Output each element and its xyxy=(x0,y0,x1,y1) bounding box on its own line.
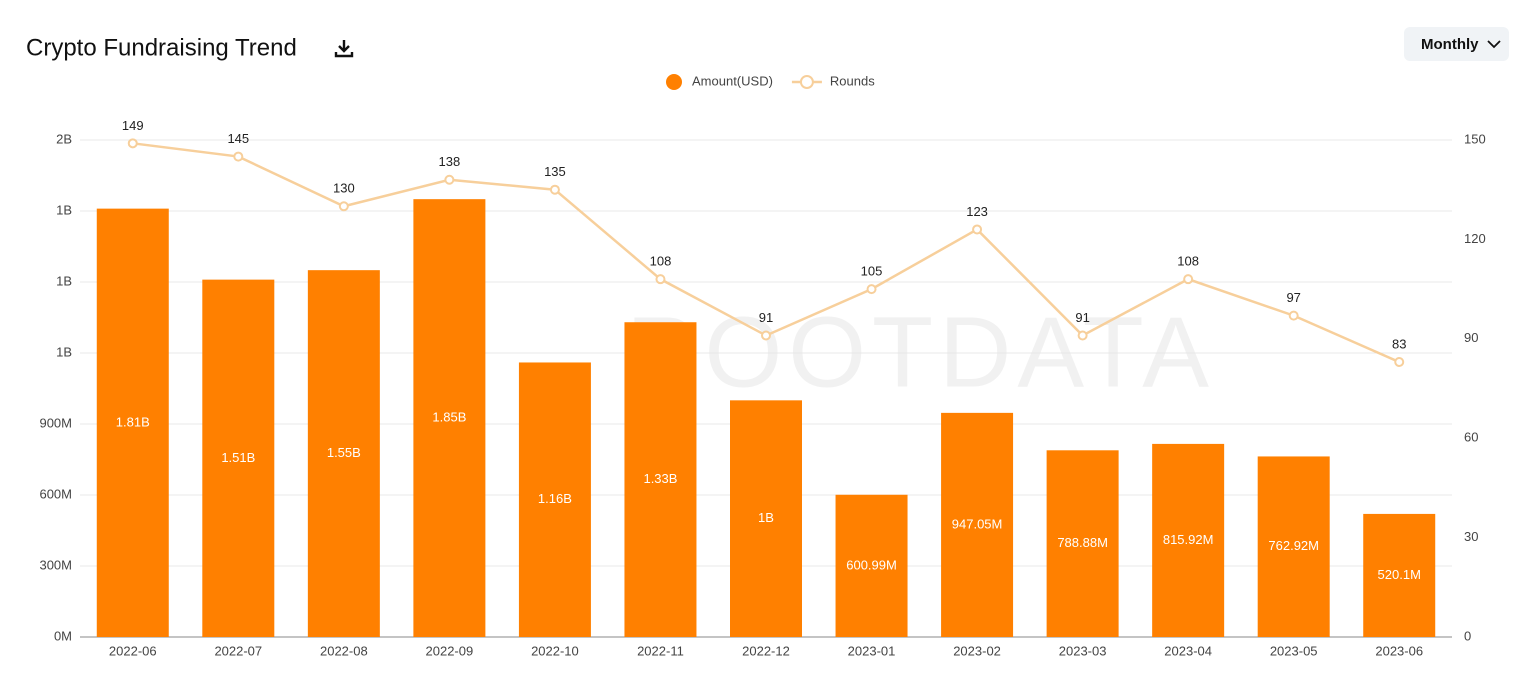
line-value-label: 108 xyxy=(1177,254,1199,269)
legend-marker xyxy=(666,74,682,90)
x-tick-label: 2022-09 xyxy=(426,643,474,658)
line-value-label: 91 xyxy=(759,310,773,325)
bar-value-label: 1B xyxy=(758,510,774,525)
y-tick-label: 2B xyxy=(56,131,72,146)
line-point xyxy=(338,201,349,212)
x-tick-label: 2022-11 xyxy=(637,643,684,658)
line-value-label: 83 xyxy=(1392,336,1406,351)
x-tick-label: 2022-12 xyxy=(742,643,790,658)
bar xyxy=(518,362,591,637)
y2-tick-label: 90 xyxy=(1464,330,1478,345)
y-tick-label: 600M xyxy=(39,486,72,501)
legend-label: Rounds xyxy=(830,73,875,88)
y2-tick-label: 150 xyxy=(1464,131,1486,146)
bar-value-label: 520.1M xyxy=(1378,567,1421,582)
bar xyxy=(413,199,486,637)
y2-tick-label: 0 xyxy=(1464,628,1471,643)
y-tick-label: 900M xyxy=(39,415,72,430)
x-tick-label: 2022-06 xyxy=(109,643,157,658)
line-value-label: 145 xyxy=(227,131,249,146)
y2-tick-label: 30 xyxy=(1464,529,1478,544)
bar xyxy=(96,208,169,637)
line-point xyxy=(972,224,983,235)
line-value-label: 138 xyxy=(439,154,461,169)
bar xyxy=(1257,456,1330,637)
x-tick-label: 2023-02 xyxy=(953,643,1001,658)
x-tick-label: 2023-03 xyxy=(1059,643,1107,658)
line-value-label: 97 xyxy=(1286,290,1300,305)
y2-tick-label: 60 xyxy=(1464,430,1478,445)
x-tick-label: 2023-04 xyxy=(1164,643,1212,658)
x-tick-label: 2022-07 xyxy=(214,643,262,658)
line-value-label: 130 xyxy=(333,181,355,196)
bar xyxy=(1363,513,1436,637)
bar-value-label: 947.05M xyxy=(952,516,1003,531)
line-point xyxy=(549,184,560,195)
bar xyxy=(202,279,275,637)
bar xyxy=(1046,450,1119,637)
period-dropdown[interactable]: Monthly xyxy=(1404,27,1509,61)
bar-value-label: 815.92M xyxy=(1163,532,1214,547)
x-tick-label: 2022-08 xyxy=(320,643,368,658)
bar xyxy=(835,494,908,637)
bar-value-label: 1.33B xyxy=(643,471,677,486)
line-point xyxy=(761,330,771,341)
bar-value-label: 1.55B xyxy=(327,445,361,460)
bar-value-label: 1.16B xyxy=(538,491,572,506)
dropdown-label: Monthly xyxy=(1421,36,1479,53)
bar-value-label: 1.85B xyxy=(432,410,466,425)
bar xyxy=(941,412,1014,637)
bar xyxy=(307,270,380,637)
line-point xyxy=(1183,274,1194,285)
line-value-label: 108 xyxy=(650,254,672,269)
bar-value-label: 1.51B xyxy=(221,450,255,465)
line-point xyxy=(127,138,138,149)
line-value-label: 91 xyxy=(1075,310,1089,325)
legend-marker xyxy=(799,75,814,89)
line-point xyxy=(1394,356,1405,367)
x-tick-label: 2023-05 xyxy=(1270,643,1318,658)
bar xyxy=(730,400,802,637)
bar xyxy=(1152,443,1225,637)
y-tick-label: 300M xyxy=(39,557,72,572)
y2-tick-label: 120 xyxy=(1464,231,1486,246)
y-tick-label: 0M xyxy=(54,628,72,643)
line-point xyxy=(866,284,877,295)
x-tick-label: 2022-10 xyxy=(531,643,579,658)
legend-label: Amount(USD) xyxy=(692,73,773,88)
bar-value-label: 1.81B xyxy=(116,414,150,429)
line-value-label: 105 xyxy=(861,264,883,279)
x-tick-label: 2023-06 xyxy=(1375,643,1423,658)
bar-value-label: 762.92M xyxy=(1268,538,1319,553)
watermark: ROOTDATA xyxy=(626,296,1215,408)
y-tick-label: 1B xyxy=(56,344,72,359)
bar-value-label: 788.88M xyxy=(1057,535,1108,550)
line-point xyxy=(1077,330,1088,341)
y-tick-label: 1B xyxy=(56,273,72,288)
y-tick-label: 1B xyxy=(56,202,72,217)
bar-value-label: 600.99M xyxy=(846,557,897,572)
line-point xyxy=(233,151,244,162)
x-tick-label: 2023-01 xyxy=(848,643,896,658)
bar xyxy=(624,322,697,637)
line-value-label: 123 xyxy=(966,204,988,219)
line-value-label: 149 xyxy=(122,118,144,133)
download-icon[interactable] xyxy=(334,40,354,58)
line-point xyxy=(655,274,666,285)
line-value-label: 135 xyxy=(544,164,566,179)
line-point xyxy=(1288,310,1299,321)
chart-title: Crypto Fundraising Trend xyxy=(26,34,297,61)
line-point xyxy=(444,174,455,185)
